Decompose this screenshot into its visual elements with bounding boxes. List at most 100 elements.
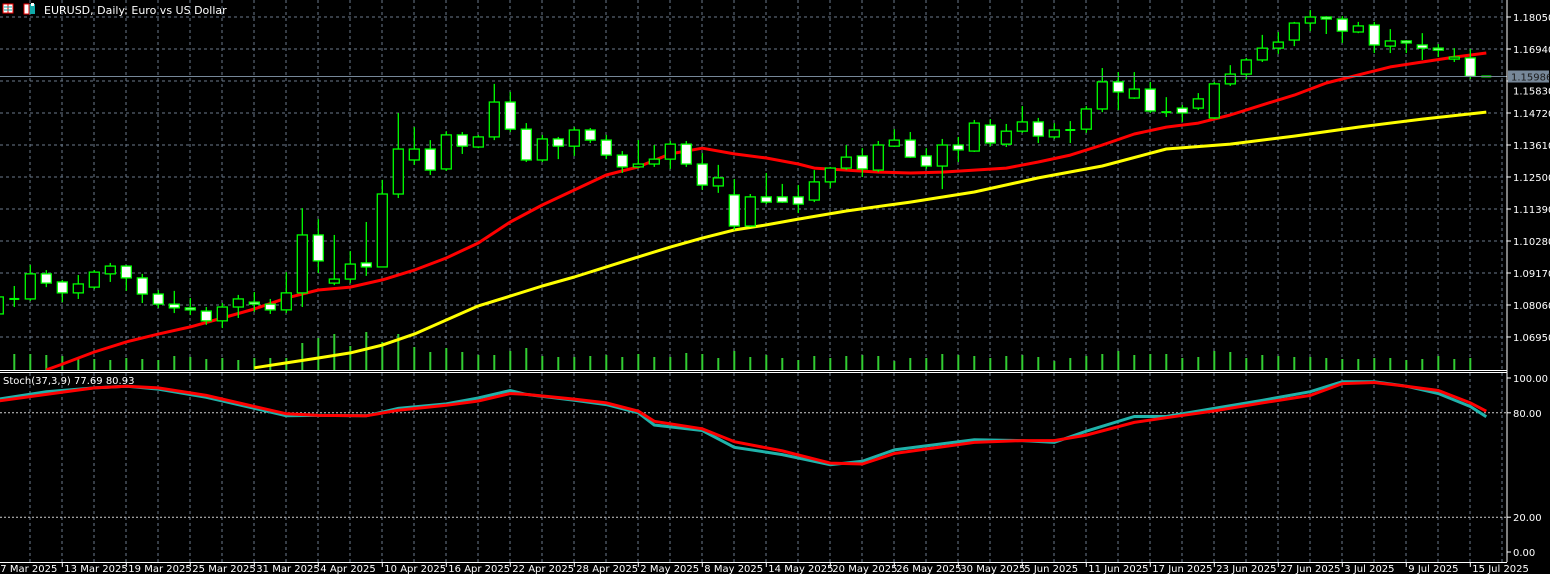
candle (1240, 57, 1252, 79)
candle-body (264, 303, 276, 311)
candle (152, 290, 164, 308)
price-axis-label: 1.08060 (1513, 301, 1550, 312)
candle (824, 166, 836, 188)
candles (0, 10, 1492, 329)
candle-body (456, 134, 468, 147)
time-axis-label: 26 May 2025 (896, 564, 961, 574)
candle-body (72, 283, 84, 294)
moving-averages (45, 51, 1487, 370)
candle (168, 290, 180, 314)
candle (1384, 29, 1396, 54)
candle (360, 221, 372, 276)
candle-body (296, 234, 308, 294)
candle-body (616, 154, 628, 168)
candle (1048, 123, 1060, 139)
time-axis-label: 2 May 2025 (640, 564, 699, 574)
candle (1336, 16, 1348, 43)
time-axis-label: 27 Jun 2025 (1280, 564, 1340, 574)
candle (456, 132, 468, 154)
candle-body (1336, 18, 1348, 32)
candle-body (360, 262, 372, 268)
stoch-axis-label: 80.00 (1513, 409, 1542, 420)
candle (712, 164, 724, 193)
candle (1192, 93, 1204, 111)
price-axis-label: 1.12500 (1513, 173, 1550, 184)
candle-body (664, 143, 676, 160)
candle-body (776, 196, 788, 203)
candle-body (888, 139, 900, 147)
candle-body (1320, 16, 1332, 20)
candle (200, 307, 212, 325)
candle-body (1272, 41, 1284, 49)
time-axis-label: 31 Mar 2025 (256, 564, 319, 574)
price-axis-label: 1.15830 (1513, 87, 1550, 98)
candle-body (88, 271, 100, 288)
candle-body (1176, 107, 1188, 114)
price-axis-label: 1.16940 (1513, 45, 1550, 56)
candle (9, 285, 20, 308)
candle (56, 279, 68, 303)
candle (472, 134, 484, 149)
candle-body (1400, 40, 1412, 44)
time-axis-label: 9 Jul 2025 (1408, 564, 1458, 574)
candle-body (632, 163, 644, 168)
candle (744, 194, 756, 227)
candle-body (1384, 40, 1396, 47)
candle (1272, 31, 1284, 54)
candle (440, 131, 452, 171)
candle (88, 270, 100, 290)
candle-body (1256, 47, 1268, 61)
candle-body (1304, 16, 1316, 24)
candle-body (1464, 57, 1476, 78)
candle-body (232, 298, 244, 308)
candle (984, 119, 996, 147)
price-axis-label: 1.09170 (1513, 269, 1550, 280)
candle-body (1080, 108, 1092, 130)
candle (0, 296, 4, 315)
candle-body (184, 307, 196, 311)
price-axis-label: 1.10280 (1513, 237, 1550, 248)
time-axis-label: 30 May 2025 (960, 564, 1025, 574)
candle-body (200, 310, 212, 322)
stoch-indicator-label: Stoch(37,3,9) 77.69 80.93 (3, 376, 134, 387)
candle (1000, 123, 1012, 148)
candle (648, 145, 660, 167)
candle-body (568, 129, 580, 147)
candle-body (1448, 56, 1460, 60)
time-axis-label: 4 Apr 2025 (320, 564, 375, 574)
time-axis-label: 22 Apr 2025 (512, 564, 574, 574)
candle-body (1096, 81, 1108, 110)
candle-body (56, 281, 68, 294)
grid-lines (0, 0, 1507, 562)
candle-body (936, 144, 948, 167)
candle (728, 179, 740, 231)
candle-body (856, 155, 868, 170)
candle-body (920, 155, 932, 167)
candle (248, 292, 260, 312)
save-chart-icon[interactable] (23, 3, 35, 15)
candle (520, 123, 532, 163)
candle (104, 262, 116, 282)
stoch-axis-label: 100.00 (1513, 374, 1548, 385)
candle (312, 219, 324, 273)
candle (216, 302, 228, 329)
candle (1144, 81, 1156, 113)
stoch-axis-label: 0.00 (1513, 548, 1535, 559)
chart-list-icon[interactable] (2, 3, 14, 14)
candle-body (952, 144, 964, 151)
candle (696, 153, 708, 190)
time-axis-label: 3 Jul 2025 (1344, 564, 1394, 574)
candle-body (536, 138, 548, 161)
candle (1032, 117, 1044, 143)
candle (920, 148, 932, 169)
candle (504, 91, 516, 133)
candle (1256, 34, 1268, 62)
time-axis-label: 16 Apr 2025 (448, 564, 510, 574)
candle (600, 134, 612, 160)
candle (536, 134, 548, 163)
candle-body (872, 144, 884, 171)
candle (1224, 65, 1236, 86)
candle-body (1352, 25, 1364, 33)
